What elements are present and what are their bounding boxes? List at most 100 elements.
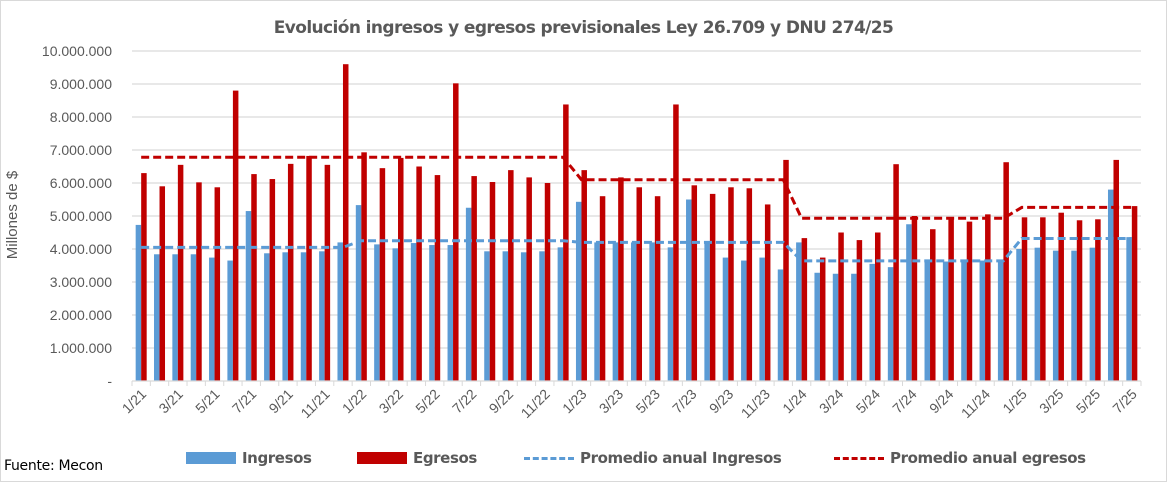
- bar-egresos: [508, 170, 514, 381]
- chart-title: Evolución ingresos y egresos previsional…: [273, 18, 894, 38]
- bar-egresos: [269, 179, 276, 381]
- bar-egresos: [966, 221, 973, 381]
- legend-line-promedio-ingresos: [524, 456, 574, 460]
- bar-ingresos: [612, 242, 619, 381]
- line-promedio-egresos: [141, 155, 1132, 220]
- bar-ingresos: [1071, 250, 1077, 381]
- bar-egresos: [1076, 220, 1083, 381]
- x-tick-label: 9/21: [265, 386, 296, 417]
- bar-ingresos: [557, 247, 564, 381]
- bar-ingresos: [979, 260, 986, 381]
- x-tick-label: 1/24: [779, 386, 810, 417]
- x-tick-label: 5/24: [853, 386, 884, 417]
- bar-egresos: [1040, 217, 1046, 381]
- y-tick-label: 3.000.000: [50, 274, 112, 290]
- bar-ingresos: [209, 257, 215, 381]
- bar-ingresos: [135, 224, 142, 381]
- bar-ingresos: [227, 260, 233, 381]
- bar-egresos: [159, 186, 166, 381]
- average-lines: [141, 155, 1132, 263]
- legend-label-promedio-egresos: Promedio anual egresos: [890, 449, 1086, 467]
- bar-ingresos: [154, 254, 160, 381]
- bar-ingresos: [649, 242, 655, 381]
- bar-ingresos: [1107, 189, 1114, 381]
- bar-egresos: [251, 174, 257, 381]
- bar-egresos: [489, 182, 496, 381]
- bar-ingresos: [704, 242, 710, 381]
- bar-ingresos: [722, 257, 729, 381]
- bar-egresos: [1131, 206, 1138, 381]
- bar-egresos: [819, 257, 826, 381]
- x-tick-label: 1/22: [339, 386, 370, 417]
- legend-label-egresos: Egresos: [413, 449, 477, 467]
- bar-egresos: [581, 170, 587, 381]
- bar-ingresos: [190, 254, 197, 381]
- bar-ingresos: [594, 242, 600, 381]
- x-tick-label: 7/24: [889, 386, 920, 417]
- x-tick-label: 3/21: [155, 386, 186, 417]
- bar-ingresos: [1016, 249, 1022, 381]
- bar-ingresos: [851, 273, 857, 381]
- line-promedio-ingresos: [141, 236, 1132, 263]
- bar-egresos: [636, 187, 643, 381]
- bar-egresos: [1021, 217, 1028, 381]
- bar-egresos: [232, 90, 239, 381]
- bar-egresos: [563, 104, 569, 382]
- x-tick-label: 1/25: [999, 386, 1030, 417]
- bar-egresos: [856, 240, 863, 381]
- x-tick-label: 11/23: [738, 386, 774, 422]
- bar-egresos: [838, 232, 844, 381]
- bar-ingresos: [961, 261, 967, 381]
- bar-ingresos: [1089, 247, 1096, 381]
- bar-ingresos: [484, 251, 490, 381]
- bar-egresos: [728, 187, 734, 381]
- bar-egresos: [141, 173, 147, 381]
- y-tick-label: 8.000.000: [50, 109, 112, 125]
- bar-egresos: [177, 164, 184, 381]
- legend-swatch-egresos: [357, 452, 407, 464]
- x-tick-label: 3/23: [596, 386, 627, 417]
- bar-egresos: [526, 177, 532, 381]
- bar-egresos: [398, 157, 404, 381]
- x-tick-label: 1/21: [119, 386, 150, 417]
- bar-egresos: [691, 185, 698, 381]
- bar-ingresos: [539, 251, 545, 381]
- legend-label-promedio-ingresos: Promedio anual Ingresos: [580, 449, 782, 467]
- bar-egresos: [618, 177, 624, 381]
- bar-ingresos: [1034, 247, 1041, 381]
- bar-egresos: [1113, 159, 1119, 381]
- bar-ingresos: [759, 257, 765, 381]
- bar-egresos: [306, 155, 312, 381]
- y-tick-label: 2.000.000: [50, 307, 112, 323]
- bar-ingresos: [1126, 237, 1132, 381]
- bar-ingresos: [502, 251, 509, 381]
- x-tick-label: 3/22: [376, 386, 407, 417]
- bar-ingresos: [447, 245, 454, 381]
- y-tick-label: 1.000.000: [50, 340, 112, 356]
- bar-ingresos: [924, 260, 931, 381]
- bar-egresos: [453, 83, 459, 381]
- y-tick-labels: - 1.000.000 2.000.000 3.000.000 4.000.000 5.0…: [42, 43, 112, 389]
- x-tick-label: 7/25: [1109, 386, 1140, 417]
- bar-egresos: [709, 193, 716, 381]
- bar-egresos: [930, 229, 936, 381]
- bar-egresos: [196, 182, 202, 381]
- bar-egresos: [416, 166, 422, 381]
- x-tick-label: 5/21: [192, 386, 223, 417]
- bar-egresos: [746, 188, 753, 381]
- x-tick-labels: 1/21 3/21 5/21 7/21 9/21 11/21 1/22 3/22 5/22 7/2…: [119, 386, 1140, 422]
- bar-egresos: [324, 164, 331, 381]
- bar-egresos: [654, 196, 661, 381]
- bar-egresos: [985, 214, 991, 381]
- x-tick-label: 9/23: [706, 386, 737, 417]
- bar-egresos: [544, 183, 551, 381]
- bar-egresos: [1058, 212, 1064, 381]
- bar-egresos: [379, 168, 386, 381]
- bar-ingresos: [337, 242, 343, 381]
- bar-ingresos: [172, 254, 178, 381]
- x-tick-label: 1/23: [559, 386, 590, 417]
- x-tick-label: 7/22: [449, 386, 480, 417]
- bar-ingresos: [520, 252, 527, 381]
- legend-item-ingresos: Ingresos: [186, 448, 312, 468]
